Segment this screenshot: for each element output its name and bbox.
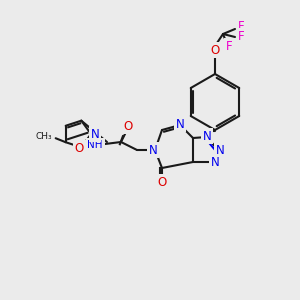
Text: O: O [75, 142, 84, 155]
Text: N: N [211, 157, 219, 169]
Text: O: O [123, 119, 133, 133]
Text: F: F [238, 20, 244, 32]
Text: N: N [202, 130, 211, 142]
Text: N: N [216, 143, 224, 157]
Text: F: F [238, 29, 244, 43]
Text: CH₃: CH₃ [35, 132, 52, 141]
Text: O: O [210, 44, 220, 56]
Text: NH: NH [88, 140, 103, 150]
Text: N: N [91, 128, 99, 140]
Text: N: N [148, 143, 158, 157]
Text: O: O [158, 176, 166, 188]
Text: N: N [176, 118, 184, 130]
Text: F: F [226, 40, 232, 52]
